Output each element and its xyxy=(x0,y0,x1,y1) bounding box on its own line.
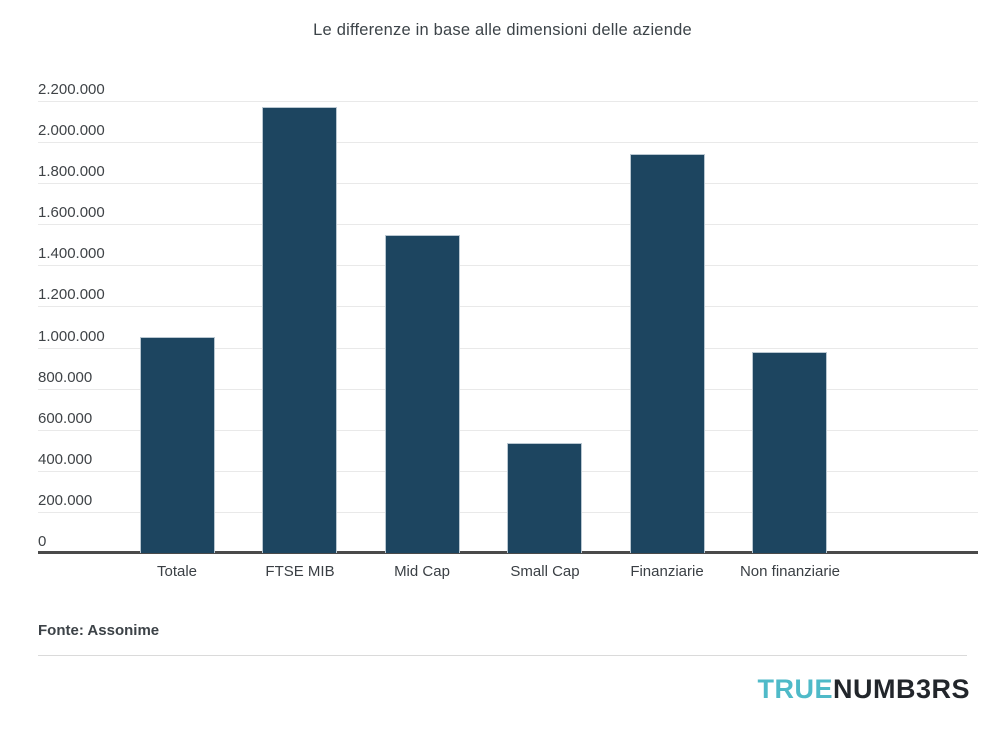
chart-title: Le differenze in base alle dimensioni de… xyxy=(313,21,692,39)
y-tick-label-600.000: 600.000 xyxy=(38,410,93,427)
gridline-600.000 xyxy=(38,430,978,431)
logo-true-text: TRUE xyxy=(757,674,833,704)
truenumbers-logo: TRUENUMB3RS xyxy=(757,674,970,705)
bar-mid-cap xyxy=(385,235,460,553)
y-tick-label-400.000: 400.000 xyxy=(38,451,93,468)
y-tick-label-1.800.000: 1.800.000 xyxy=(38,163,105,180)
gridline-1.000.000 xyxy=(38,348,978,349)
x-tick-label-non-finanziarie: Non finanziarie xyxy=(739,563,841,580)
bar-small-cap xyxy=(507,443,582,553)
bar-non-finanziarie xyxy=(752,352,827,553)
y-tick-label-800.000: 800.000 xyxy=(38,369,93,386)
x-tick-label-totale: Totale xyxy=(156,563,198,580)
gridline-2.200.000 xyxy=(38,101,978,102)
source-note: Fonte: Assonime xyxy=(38,622,160,639)
x-tick-label-small-cap: Small Cap xyxy=(510,563,580,580)
x-tick-label-mid-cap: Mid Cap xyxy=(394,563,450,580)
y-tick-label-1.400.000: 1.400.000 xyxy=(38,245,105,262)
bar-ftse-mib xyxy=(262,107,337,553)
y-tick-label-1.200.000: 1.200.000 xyxy=(38,286,105,303)
x-tick-label-ftse-mib: FTSE MIB xyxy=(265,563,335,580)
bar-finanziarie xyxy=(630,154,705,553)
y-tick-label-200.000: 200.000 xyxy=(38,492,93,509)
gridline-2.000.000 xyxy=(38,142,978,143)
y-tick-label-2.200.000: 2.200.000 xyxy=(38,81,105,98)
bar-totale xyxy=(140,337,215,553)
gridline-1.400.000 xyxy=(38,265,978,266)
logo-numb3rs-text: NUMB3RS xyxy=(832,674,970,704)
footer-divider xyxy=(38,655,967,656)
gridline-1.200.000 xyxy=(38,306,978,307)
gridline-800.000 xyxy=(38,389,978,390)
y-tick-label-1.000.000: 1.000.000 xyxy=(38,328,105,345)
gridline-1.600.000 xyxy=(38,224,978,225)
y-tick-label-0: 0 xyxy=(38,533,47,550)
gridline-1.800.000 xyxy=(38,183,978,184)
y-tick-label-1.600.000: 1.600.000 xyxy=(38,204,105,221)
y-tick-label-2.000.000: 2.000.000 xyxy=(38,122,105,139)
x-tick-label-finanziarie: Finanziarie xyxy=(630,563,704,580)
